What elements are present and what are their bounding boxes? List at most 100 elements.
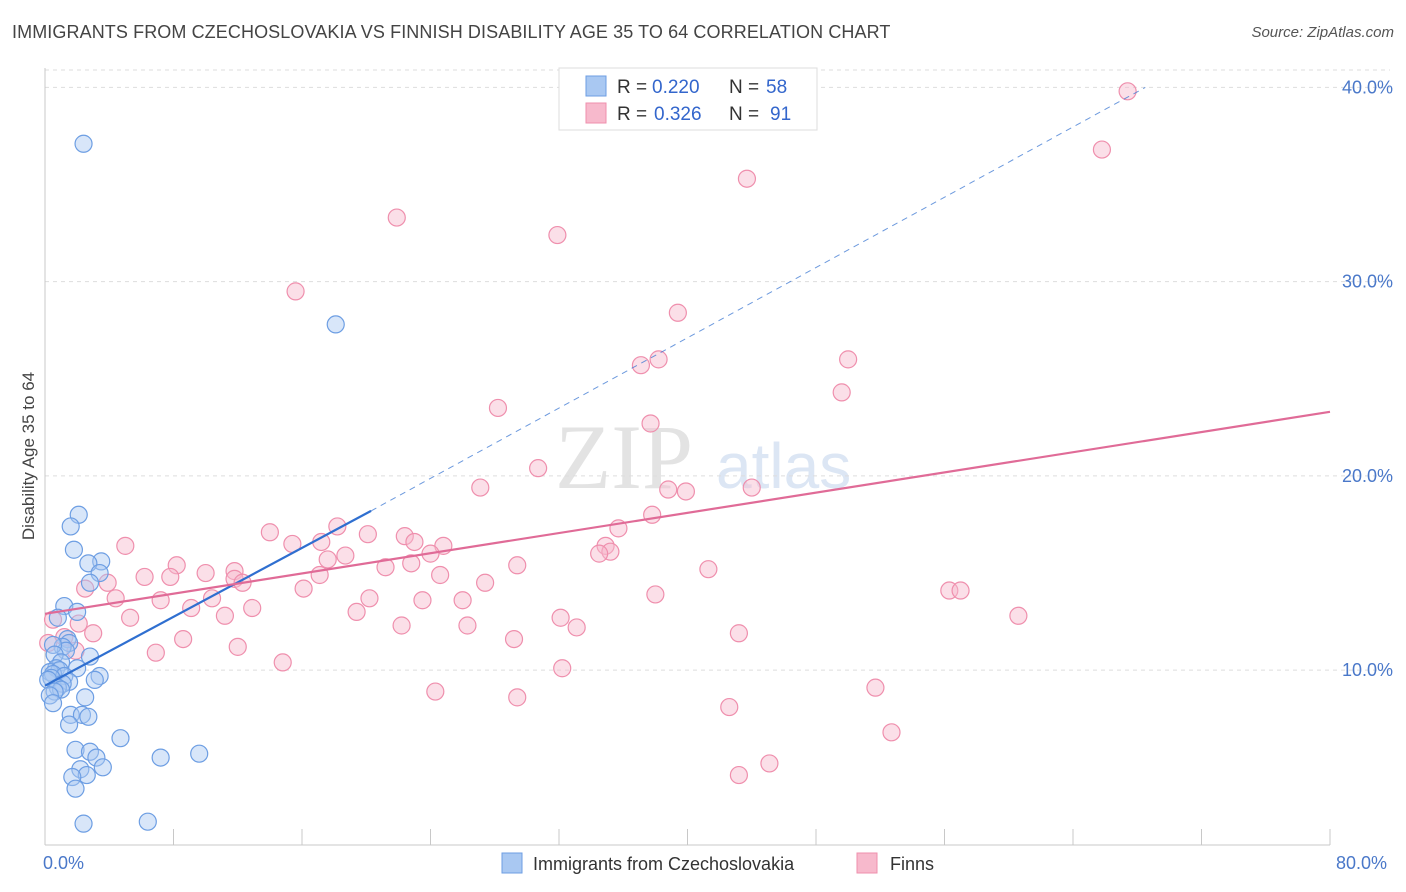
finns-point-67 [392,616,411,635]
finns-point-6 [668,303,687,322]
legend-swatch-blue [585,75,607,97]
finns-point-48 [646,585,665,604]
bottom-legend-swatch-pink [856,852,878,874]
finns-point-12 [529,459,548,478]
finns-point-30 [601,542,620,561]
finns-point-58 [243,598,262,618]
czechoslovakia-point-40 [79,707,98,726]
czechoslovakia-point-46 [151,748,170,767]
czechoslovakia-point-7 [90,563,109,583]
finns-point-46 [294,579,313,598]
finns-point-83 [882,723,901,742]
czechoslovakia-point-3 [61,517,80,536]
finns-point-56 [453,591,472,610]
finns-point-90 [839,350,858,369]
source-label: Source: ZipAtlas.com [1251,24,1394,41]
legend-n-value-blue: 58 [766,77,787,98]
finns-point-22 [395,527,414,546]
finns-point-39 [161,567,180,587]
bottom-legend-label-blue: Immigrants from Czechoslovakia [533,854,795,874]
czechoslovakia-point-33 [51,680,71,699]
czechoslovakia-trend-line [44,509,372,687]
czechoslovakia-point-42 [111,729,130,748]
trend-lines [44,86,1331,687]
finns-point-50 [951,581,970,600]
finns-point-8 [631,356,651,375]
finns-point-31 [318,550,337,569]
finns-point-3 [387,208,406,227]
finns-point-82 [720,697,739,717]
legend-n-value-pink: 91 [770,104,791,125]
finns-point-87 [336,546,355,565]
y-tick-label-2: 30.0% [1342,272,1393,292]
czechoslovakia-point-43 [66,740,85,759]
finns-point-14 [659,480,678,499]
finns-point-55 [413,591,432,610]
finns-point-2 [737,169,757,188]
finns-point-32 [167,556,186,575]
czechoslovakia-point-39 [72,705,92,724]
finns-point-43 [431,565,450,585]
bottom-legend: Immigrants from Czechoslovakia Finns [501,852,934,874]
finns-point-60 [551,608,570,627]
finns-point-68 [458,616,477,635]
finns-point-71 [174,629,193,649]
y-tick-label-0: 10.0% [1342,660,1393,680]
finns-point-4 [548,225,567,245]
czechoslovakia-point-10 [68,602,87,622]
czechoslovakia-point-37 [43,694,63,713]
legend-r-label-blue: R = [617,77,647,98]
finns-point-85 [729,765,749,785]
czechoslovakia-point-48 [93,758,112,777]
czechoslovakia-point-53 [74,814,93,833]
finns-point-17 [643,505,662,524]
finns-point-13 [471,478,490,497]
bottom-legend-swatch-blue [501,852,523,874]
finns-point-34 [402,554,421,573]
finns-point-88 [590,544,609,563]
y-tick-label-1: 20.0% [1342,466,1393,486]
finns-point-5 [286,282,305,301]
finns-point-44 [476,573,495,592]
finns-point-21 [358,525,377,544]
x-tick-label-max: 80.0% [1336,853,1387,873]
finns-point-11 [641,414,660,433]
finns-point-54 [360,589,379,608]
legend-r-label-pink: R = [617,104,647,125]
legend-n-label-pink: N = [729,104,759,125]
czechoslovakia-point-1 [326,315,345,334]
finns-point-16 [742,478,761,497]
x-tick-label-min: 0.0% [43,853,84,873]
czechoslovakia-point-30 [85,670,104,689]
czechoslovakia-point-47 [190,744,209,763]
x-ticks [44,829,1331,845]
finns-point-69 [729,624,749,643]
finns-point-36 [508,556,527,575]
legend-r-value-pink: 0.326 [654,104,702,125]
finns-point-7 [649,350,668,369]
legend-swatch-pink [585,102,607,124]
finns-point-79 [866,678,885,697]
finns-point-72 [504,629,524,649]
finns-point-10 [488,398,508,418]
finns-point-66 [567,618,586,637]
finns-point-1 [1092,140,1112,159]
chart-title: IMMIGRANTS FROM CZECHOSLOVAKIA VS FINNIS… [12,22,891,42]
finns-point-70 [84,624,103,643]
czechoslovakia-trend-extension [370,86,1146,512]
czechoslovakia-point-8 [80,573,100,592]
czechoslovakia-point-52 [66,779,85,798]
finns-point-23 [116,536,135,555]
finns-point-35 [376,558,395,577]
czechoslovakia-point-41 [59,715,79,734]
top-legend: R = 0.220 N = 58 R = 0.326 N = 91 [558,67,818,131]
finns-point-20 [260,523,279,542]
y-tick-label-3: 40.0% [1342,77,1393,97]
finns-point-59 [347,602,366,622]
finns-point-26 [405,532,424,552]
finns-point-47 [76,579,95,598]
finns-point-63 [215,606,234,625]
finns-point-15 [676,482,695,501]
finns-point-65 [69,614,88,633]
